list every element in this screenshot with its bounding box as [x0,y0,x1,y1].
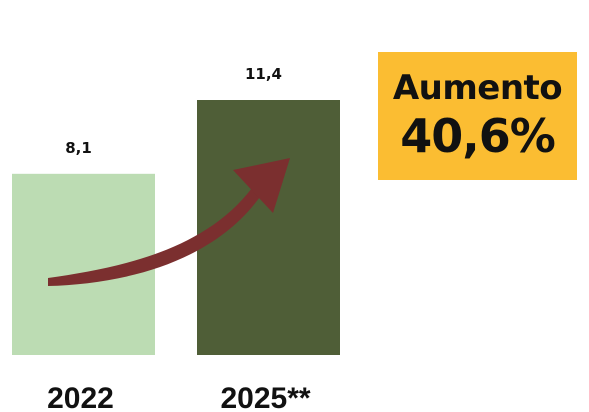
category-label-2022: 2022 [47,382,114,412]
badge-value: 40,6% [400,109,556,163]
category-label-2025: 2025** [220,382,310,412]
increase-badge: Aumento 40,6% [378,52,577,180]
badge-label: Aumento [392,68,563,108]
growth-arrow-icon [48,158,290,286]
value-label-2025: 11,4 [245,65,282,83]
value-label-2022: 8,1 [65,139,92,157]
